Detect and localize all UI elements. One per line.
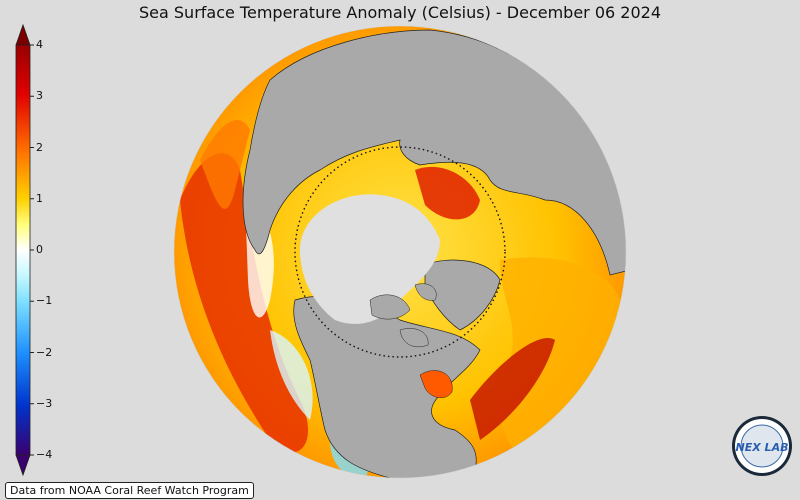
colorbar	[15, 23, 34, 477]
colorbar-tick-label: 3	[36, 89, 43, 103]
cool-anomaly-patch-2	[270, 330, 313, 420]
colorbar-tick-label: 0	[36, 243, 43, 256]
arctic-sea-ice	[300, 194, 440, 324]
colorbar-tick-label: 1	[36, 191, 43, 205]
land-greenland	[424, 259, 501, 331]
warm-anomaly-gulfstream	[470, 338, 555, 440]
arctic-circle	[294, 146, 506, 358]
warm-anomaly-pacific	[180, 153, 309, 453]
colorbar-tick-label: −1	[36, 294, 53, 308]
data-source-label: Data from NOAA Coral Reef Watch Program	[5, 482, 254, 499]
colorbar-tick-label: 2	[36, 140, 43, 154]
warm-anomaly-pacific-2	[200, 120, 250, 209]
warm-anomaly-barents	[415, 166, 480, 220]
land-north-america	[293, 295, 481, 478]
colorbar-tick-label: −3	[36, 396, 53, 410]
map-title: Sea Surface Temperature Anomaly (Celsius…	[139, 3, 661, 22]
colorbar-tick-label: −4	[36, 448, 53, 461]
nex-lab-logo: NEX LAB	[732, 416, 792, 476]
land-canadian-archipelago	[369, 283, 437, 348]
colorbar-min-triangle	[15, 454, 31, 477]
logo-text: NEX LAB	[736, 441, 789, 454]
colorbar-tick-label: 4	[36, 38, 43, 51]
warm-anomaly-atlantic	[499, 257, 620, 460]
warm-anomaly-hudson-bay	[419, 370, 453, 399]
colorbar-tick-label: −2	[36, 345, 53, 359]
globe-outline	[173, 25, 627, 479]
